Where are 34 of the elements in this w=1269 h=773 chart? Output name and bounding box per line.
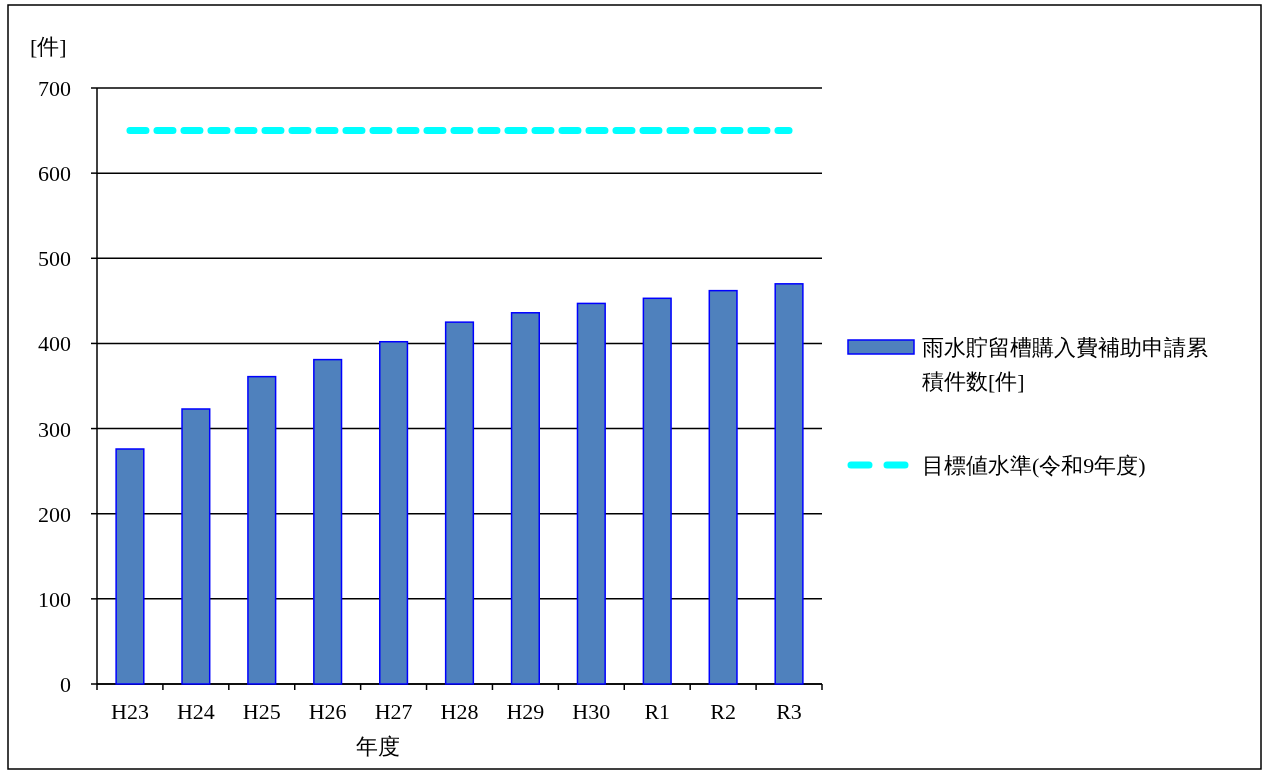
y-tick-label: 200 xyxy=(38,501,71,527)
bar xyxy=(642,297,672,685)
x-tick-label: H29 xyxy=(506,699,545,724)
bar xyxy=(774,283,804,685)
x-tick-label: R1 xyxy=(644,699,671,724)
y-axis-title: [件] xyxy=(30,34,67,59)
x-axis-title: 年度 xyxy=(355,734,400,759)
bar xyxy=(379,340,409,685)
x-tick-label: H27 xyxy=(374,699,413,724)
y-tick-label: 700 xyxy=(38,76,71,101)
bar xyxy=(313,358,343,685)
x-tick-label: H23 xyxy=(111,699,149,724)
x-tick-label: H24 xyxy=(176,699,215,724)
y-tick-label: 300 xyxy=(38,416,71,442)
bar xyxy=(181,408,211,685)
x-tick-label: H30 xyxy=(572,699,611,724)
y-tick-label: 500 xyxy=(38,246,71,272)
bar xyxy=(510,312,540,685)
y-tick-label: 400 xyxy=(38,331,71,357)
legend-label: 目標値水準(令和9年度) xyxy=(922,453,1146,478)
bar xyxy=(576,302,606,685)
y-tick-label: 100 xyxy=(38,586,71,612)
y-tick-label: 0 xyxy=(60,672,71,697)
x-tick-label: H28 xyxy=(440,699,479,724)
x-tick-label: H25 xyxy=(242,699,281,724)
y-tick-label: 600 xyxy=(38,161,71,187)
bar xyxy=(247,375,277,685)
x-tick-label: R2 xyxy=(710,699,736,724)
bar xyxy=(444,321,475,685)
x-tick-label: H26 xyxy=(308,699,347,724)
bar xyxy=(708,289,738,685)
legend-label: 雨水貯留槽購入費補助申請累積件数[件] xyxy=(922,335,1208,394)
bar xyxy=(115,448,145,685)
x-tick-label: R3 xyxy=(776,699,802,724)
